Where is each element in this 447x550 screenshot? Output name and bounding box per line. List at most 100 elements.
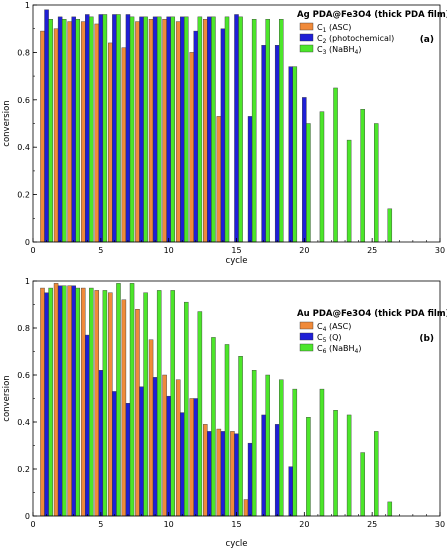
legend: Au PDA@Fe3O4 (thick PDA film) C4 (ASC)C5 … — [297, 309, 447, 355]
bar — [302, 97, 307, 243]
bar — [306, 123, 311, 243]
bar — [148, 339, 154, 517]
bar — [129, 16, 135, 243]
x-tick-label: 5 — [98, 520, 103, 529]
legend-entry: C1 (ASC) — [317, 23, 351, 34]
bar — [102, 290, 108, 517]
bar — [108, 42, 113, 243]
panel-label: (b) — [419, 334, 434, 344]
bar — [374, 123, 379, 243]
bar — [148, 19, 154, 243]
bar — [224, 16, 230, 243]
bar — [265, 374, 270, 517]
bar — [189, 52, 194, 243]
bar — [360, 452, 365, 517]
y-tick-label: 0.4 — [17, 418, 30, 427]
y-tick-label: 0.2 — [17, 465, 30, 474]
bar — [230, 431, 235, 517]
x-tick-label: 15 — [231, 520, 241, 529]
bar — [80, 287, 86, 517]
bar — [387, 208, 393, 243]
bar — [135, 309, 140, 517]
x-axis-label: cycle — [226, 256, 248, 266]
legend-entry: C5 (Q) — [317, 333, 342, 344]
y-tick-label: 0.6 — [17, 96, 30, 105]
y-tick-label: 0.2 — [17, 191, 30, 200]
bar — [121, 47, 127, 243]
x-tick-label: 25 — [367, 520, 377, 529]
y-tick-label: 1 — [25, 1, 30, 10]
bar — [75, 287, 81, 517]
bar — [207, 16, 212, 243]
y-axis-label: conversion — [2, 100, 12, 146]
bar — [179, 16, 185, 243]
bar — [135, 21, 140, 243]
bar — [203, 19, 208, 243]
bar — [243, 499, 249, 517]
bar — [48, 19, 53, 243]
y-tick-label: 0.6 — [17, 371, 30, 380]
bar — [156, 16, 162, 243]
series-c3-nabh4- — [48, 14, 393, 243]
bar — [75, 19, 81, 243]
bar — [374, 431, 379, 517]
bar — [247, 116, 253, 243]
bar — [346, 414, 352, 517]
bar — [166, 16, 171, 243]
bar — [251, 370, 257, 517]
bar — [193, 398, 199, 517]
bar — [125, 14, 131, 243]
bar — [48, 287, 53, 517]
bar — [94, 23, 100, 243]
bar — [71, 16, 76, 243]
bar — [85, 334, 90, 517]
bar — [189, 398, 194, 517]
bar — [44, 9, 49, 243]
bar — [139, 386, 144, 517]
legend-title: Ag PDA@Fe3O4 (thick PDA film) — [297, 10, 447, 20]
y-tick-label: 0 — [25, 512, 30, 521]
legend-swatch — [299, 332, 314, 341]
x-tick-label: 30 — [435, 246, 445, 255]
bar — [129, 283, 135, 517]
bar — [179, 412, 185, 517]
bar — [80, 21, 86, 243]
bar — [67, 21, 72, 243]
bar — [175, 21, 181, 243]
bar — [102, 14, 108, 243]
bar — [166, 395, 171, 517]
bar — [40, 30, 45, 243]
series-c2-photochemical- — [44, 9, 307, 243]
bar — [238, 16, 243, 243]
y-tick-label: 0.8 — [17, 324, 30, 333]
bar — [251, 19, 257, 243]
bar — [346, 139, 352, 243]
bar — [288, 466, 294, 517]
bar — [216, 428, 222, 517]
bar — [261, 45, 266, 243]
y-tick-label: 0 — [25, 238, 30, 247]
bar — [53, 28, 59, 243]
bar — [156, 290, 162, 517]
bar — [211, 337, 216, 517]
bar — [261, 414, 266, 517]
bar — [360, 109, 365, 243]
bar — [207, 431, 212, 517]
bar — [292, 66, 298, 243]
legend-entry: C2 (photochemical) — [317, 34, 394, 45]
x-tick-label: 10 — [164, 520, 174, 529]
bar — [162, 374, 167, 517]
bar — [170, 290, 175, 517]
bar — [152, 16, 158, 243]
legend-entry: C4 (ASC) — [317, 322, 351, 333]
bar — [108, 292, 113, 517]
bar — [197, 16, 203, 243]
bar — [306, 417, 311, 517]
bar — [57, 16, 63, 243]
bar — [333, 410, 338, 517]
bar — [61, 19, 67, 243]
legend-swatch — [299, 44, 314, 53]
x-tick-label: 0 — [30, 520, 35, 529]
bar — [274, 45, 280, 243]
bar — [98, 370, 104, 517]
